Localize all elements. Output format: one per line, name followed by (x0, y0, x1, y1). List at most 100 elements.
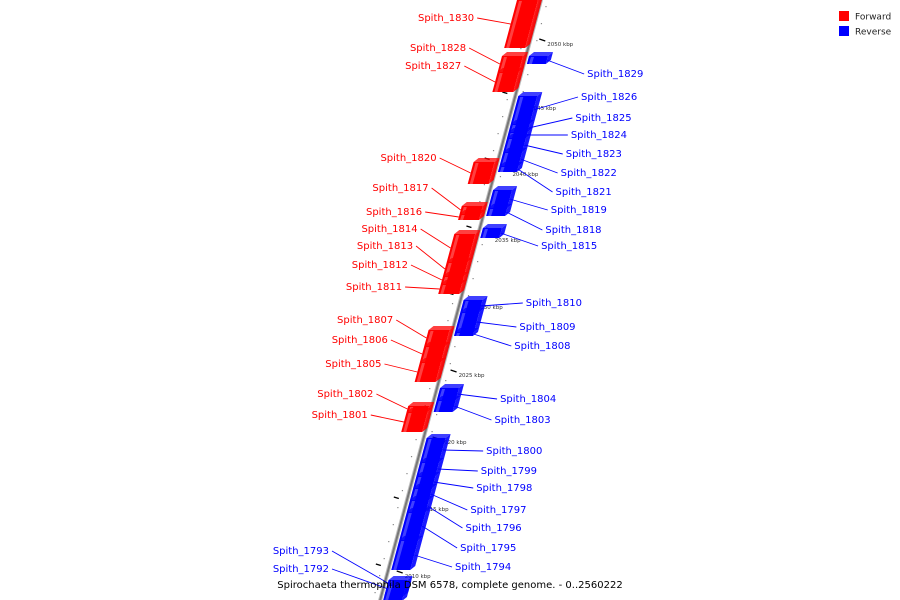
gene-leader-line (405, 286, 440, 290)
minor-tick (449, 363, 451, 365)
gene-spith-1814[interactable] (446, 230, 481, 262)
gene-label[interactable]: Spith_1814 (361, 224, 417, 235)
gene-leader-line (415, 245, 446, 270)
gene-spith-1818[interactable] (486, 204, 513, 216)
gene-label[interactable]: Spith_1823 (566, 149, 622, 160)
gene-label[interactable]: Spith_1806 (332, 335, 388, 346)
gene-spith-1792[interactable] (383, 581, 412, 600)
gene-label[interactable]: Spith_1804 (500, 394, 556, 405)
gene-spith-1801[interactable] (401, 408, 433, 432)
scale-tick-mark (466, 225, 472, 229)
gene-leader-line (546, 59, 585, 75)
gene-leader-line (430, 493, 468, 511)
gene-label[interactable]: Spith_1826 (581, 92, 637, 103)
scale-tick-mark (450, 369, 457, 373)
minor-tick (467, 295, 470, 297)
scale-tick-label: 2025 kbp (459, 373, 485, 379)
gene-spith-1800[interactable] (420, 434, 451, 462)
gene-label[interactable]: Spith_1818 (545, 225, 601, 236)
gene-spith-1815[interactable] (480, 224, 507, 238)
gene-label[interactable]: Spith_1803 (494, 415, 550, 426)
gene-leader-line (509, 198, 548, 211)
minor-tick (499, 176, 502, 178)
gene-label[interactable]: Spith_1813 (357, 241, 413, 252)
gene-label[interactable]: Spith_1811 (346, 282, 402, 293)
gene-spith-1808[interactable] (453, 328, 480, 336)
gene-label[interactable]: Spith_1816 (366, 207, 422, 218)
minor-tick (406, 473, 408, 475)
gene-spith-1803[interactable] (433, 396, 461, 412)
gene-leader-line (414, 554, 453, 568)
gene-label[interactable]: Spith_1793 (273, 546, 329, 557)
minor-tick (397, 507, 399, 509)
gene-spith-1819[interactable] (488, 186, 518, 208)
gene-label[interactable]: Spith_1824 (571, 130, 627, 141)
gene-label[interactable]: Spith_1794 (455, 562, 511, 573)
minor-tick (379, 575, 381, 577)
gene-label[interactable]: Spith_1810 (526, 298, 582, 309)
legend-label-reverse: Reverse (855, 28, 892, 38)
gene-spith-1829[interactable] (526, 52, 553, 64)
gene-label[interactable]: Spith_1805 (325, 359, 381, 370)
minor-tick (506, 99, 508, 101)
gene-spith-1821[interactable] (497, 162, 524, 172)
gene-label[interactable]: Spith_1800 (486, 446, 542, 457)
gene-label[interactable]: Spith_1808 (514, 341, 570, 352)
gene-label[interactable]: Spith_1827 (405, 61, 461, 72)
gene-spith-1826[interactable] (510, 92, 543, 124)
minor-tick (454, 346, 456, 348)
gene-label[interactable]: Spith_1817 (372, 183, 428, 194)
gene-label[interactable]: Spith_1792 (273, 564, 329, 575)
gene-label[interactable]: Spith_1815 (541, 241, 597, 252)
gene-label[interactable]: Spith_1809 (519, 322, 575, 333)
gene-leader-line (505, 211, 543, 231)
gene-leader-line (520, 158, 558, 174)
gene-spith-1830[interactable] (504, 0, 543, 48)
gene-label[interactable]: Spith_1828 (410, 43, 466, 54)
gene-label[interactable]: Spith_1797 (470, 505, 526, 516)
gene-spith-1820[interactable] (467, 158, 500, 184)
minor-tick (479, 201, 481, 203)
scale-tick-mark (502, 91, 508, 95)
minor-tick (502, 116, 504, 118)
gene-label[interactable]: Spith_1812 (352, 260, 408, 271)
gene-spith-1816[interactable] (458, 210, 486, 220)
gene-leader-line (457, 393, 498, 400)
gene-label[interactable]: Spith_1825 (575, 113, 631, 124)
minor-tick (374, 592, 376, 594)
gene-label[interactable]: Spith_1799 (481, 466, 537, 477)
gene-label[interactable]: Spith_1801 (312, 410, 368, 421)
gene-label[interactable]: Spith_1798 (476, 483, 532, 494)
minor-tick (410, 456, 413, 458)
gene-leader-line (533, 96, 579, 111)
gene-spith-1827[interactable] (492, 68, 524, 92)
gene-label[interactable]: Spith_1796 (465, 523, 521, 534)
minor-tick (383, 558, 385, 560)
scale-tick-label: 2045 kbp (530, 106, 556, 112)
gene-label[interactable]: Spith_1830 (418, 13, 474, 24)
gene-label[interactable]: Spith_1820 (380, 153, 436, 164)
gene-leader-line (433, 481, 474, 489)
minor-tick (392, 524, 394, 526)
map-title: Spirochaeta thermophila DSM 6578, comple… (277, 580, 622, 591)
gene-label[interactable]: Spith_1822 (561, 168, 617, 179)
gene-spith-1809[interactable] (455, 308, 485, 332)
minor-tick (540, 23, 543, 25)
gene-spith-1805[interactable] (414, 358, 446, 382)
gene-spith-1795[interactable] (399, 508, 431, 540)
scale-tick-label: 2015 kbp (423, 507, 449, 513)
gene-spith-1811[interactable] (438, 280, 467, 294)
gene-leader-line (421, 525, 458, 549)
gene-label[interactable]: Spith_1829 (587, 69, 643, 80)
scale-tick-label: 2030 kbp (477, 305, 503, 311)
gene-spith-1794[interactable] (391, 536, 424, 570)
gene-label[interactable]: Spith_1795 (460, 543, 516, 554)
gene-leader-line (439, 157, 471, 174)
gene-leader-line (396, 319, 427, 339)
gene-label[interactable]: Spith_1821 (556, 187, 612, 198)
gene-label[interactable]: Spith_1807 (337, 315, 393, 326)
gene-label[interactable]: Spith_1802 (317, 389, 373, 400)
gene-label[interactable]: Spith_1819 (551, 205, 607, 216)
gene-leader-line (376, 393, 408, 410)
